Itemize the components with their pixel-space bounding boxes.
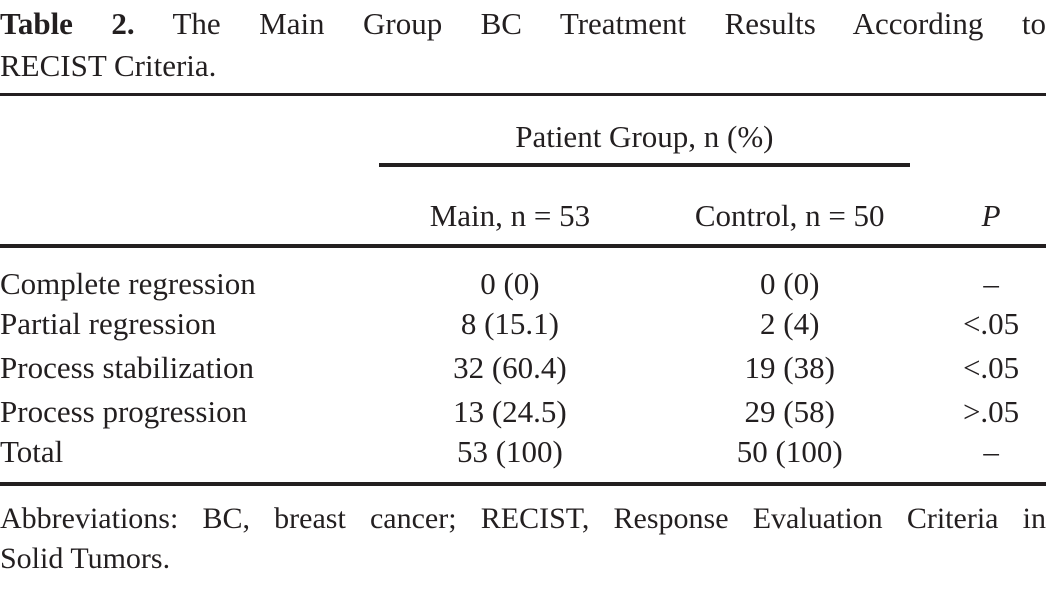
main-value-cell: 8 (15.1) xyxy=(460,305,559,341)
spanner-header-cell: Patient Group, n (%) xyxy=(377,95,937,167)
footnote-line1: Abbreviations: BC, breast cancer; RECIST… xyxy=(0,501,1046,535)
footnote-line2: Solid Tumors. xyxy=(0,541,171,575)
p-value-cell: – xyxy=(983,265,999,301)
table-caption-text: The Main Group BC Treatment Results Acco… xyxy=(172,6,1046,41)
row-label-cell: Process progression xyxy=(0,393,248,429)
main-value-cell: 13 (24.5) xyxy=(453,393,567,429)
table-caption-line1: Table 2. The Main Group BC Treatment Res… xyxy=(0,3,1046,45)
footnote: Abbreviations: BC, breast cancer; RECIST… xyxy=(0,486,1046,579)
main-value-cell: 53 (100) xyxy=(456,433,563,469)
control-value-cell: 19 (38) xyxy=(744,349,835,385)
control-value-cell: 0 (0) xyxy=(760,265,820,301)
p-value-cell: >.05 xyxy=(962,393,1020,429)
control-value-cell: 50 (100) xyxy=(736,433,843,469)
spanner-spacer-cell xyxy=(936,95,1046,167)
column-header-control: Control, n = 50 xyxy=(643,166,937,248)
main-value-cell: 32 (60.4) xyxy=(453,349,567,385)
column-header-rowhead xyxy=(0,166,377,248)
spanner-header: Patient Group, n (%) xyxy=(378,119,911,167)
row-label-cell: Complete regression xyxy=(0,265,256,301)
row-label-cell: Process stabilization xyxy=(0,349,254,385)
p-value-cell: <.05 xyxy=(962,305,1020,341)
row-label-cell: Total xyxy=(0,433,64,469)
table-row: Process stabilization 32 (60.4) 19 (38) … xyxy=(0,346,1046,390)
table-row: Process progression 13 (24.5) 29 (58) >.… xyxy=(0,390,1046,434)
table-caption-line2: RECIST Criteria. xyxy=(0,48,217,83)
control-value-cell: 2 (4) xyxy=(760,305,820,341)
column-header-p: P xyxy=(936,166,1046,248)
spanner-header-row: Patient Group, n (%) xyxy=(0,95,1046,167)
table-row: Total 53 (100) 50 (100) – xyxy=(0,434,1046,484)
table-row: Complete regression 0 (0) 0 (0) – xyxy=(0,246,1046,302)
column-header-row: Main, n = 53 Control, n = 50 P xyxy=(0,166,1046,248)
table-caption: Table 2. The Main Group BC Treatment Res… xyxy=(0,0,1046,93)
spanner-spacer-cell xyxy=(0,95,377,167)
p-header-label: P xyxy=(981,197,1001,233)
table-row: Partial regression 8 (15.1) 2 (4) <.05 xyxy=(0,302,1046,346)
control-value-cell: 29 (58) xyxy=(744,393,835,429)
p-value-cell: <.05 xyxy=(962,349,1020,385)
p-value-cell: – xyxy=(983,433,999,469)
row-label-cell: Partial regression xyxy=(0,305,217,341)
main-value-cell: 0 (0) xyxy=(480,265,540,301)
results-table: Patient Group, n (%) Main, n = 53 Contro… xyxy=(0,93,1046,486)
table-caption-label: Table 2. xyxy=(0,6,135,41)
column-header-main: Main, n = 53 xyxy=(376,166,644,248)
